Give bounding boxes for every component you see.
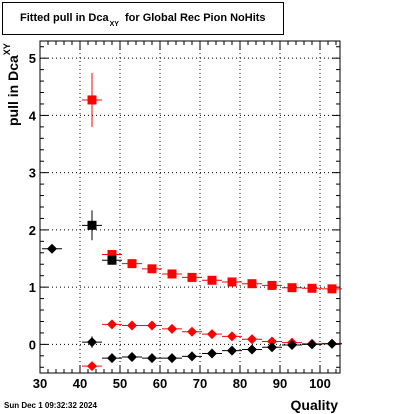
y-axis-label-subscript: XY [2,43,12,56]
data-point-square [147,264,157,274]
title-box: Fitted pull in DcaXY for Global Rec Pion … [2,2,284,35]
data-point-diamond [47,243,57,254]
data-point-square [307,283,317,293]
x-tick-label: 90 [273,376,287,391]
chart-title: Fitted pull in DcaXY for Global Rec Pion … [20,12,266,28]
y-tick-label: 1 [29,280,36,295]
data-point-diamond [167,323,177,334]
data-point-diamond [87,337,97,348]
data-point-diamond [147,320,157,331]
chart-title-subscript: XY [109,21,119,28]
x-axis-label: Quality [290,397,338,413]
data-point-diamond [187,326,197,337]
data-point-diamond [127,351,137,362]
data-point-diamond [287,339,297,350]
data-point-diamond [327,338,337,349]
y-tick-label: 3 [29,166,36,181]
y-tick-label: 4 [29,108,37,123]
data-point-square [267,280,277,290]
chart-title-main: Fitted pull in Dca [20,12,109,24]
data-point-diamond [247,344,257,355]
data-point-square [187,272,197,282]
x-tick-label: 100 [309,376,331,391]
data-point-diamond [147,353,157,364]
data-point-diamond [107,319,117,330]
data-point-square [327,284,337,294]
data-point-diamond [307,339,317,350]
data-point-square [247,279,257,289]
x-tick-label: 50 [113,376,127,391]
data-point-diamond [247,334,257,345]
data-point-square [287,283,297,293]
data-point-diamond [227,331,237,342]
data-point-diamond [267,336,277,347]
data-point-diamond [227,345,237,356]
y-axis-label-main: pull in Dca [5,55,21,126]
data-point-diamond [107,353,117,364]
x-tick-label: 60 [153,376,167,391]
data-point-diamond [87,361,97,372]
plot-frame [39,40,341,374]
y-tick-label: 2 [29,223,36,238]
x-tick-label: 30 [33,376,47,391]
x-tick-label: 40 [73,376,87,391]
x-tick-label: 70 [193,376,207,391]
data-point-square [227,277,237,287]
y-tick-label: 5 [29,51,36,66]
chart-title-suffix: for Global Rec Pion NoHits [124,12,266,24]
data-point-diamond [127,320,137,331]
x-tick-label: 80 [233,376,247,391]
data-point-diamond [207,348,217,359]
data-point-square [207,275,217,285]
data-point-square [87,220,97,230]
data-point-diamond [207,329,217,340]
y-tick-label: 0 [29,337,36,352]
data-point-diamond [267,342,277,353]
data-point-square [107,255,117,265]
data-point-diamond [167,353,177,364]
data-point-square [127,259,137,269]
timestamp: Sun Dec 1 09:32:32 2024 [4,401,97,410]
y-axis-label: pull in DcaXY [2,43,21,126]
data-point-diamond [187,351,197,362]
data-point-square [107,250,117,260]
data-point-square [167,269,177,279]
data-point-square [87,95,97,105]
